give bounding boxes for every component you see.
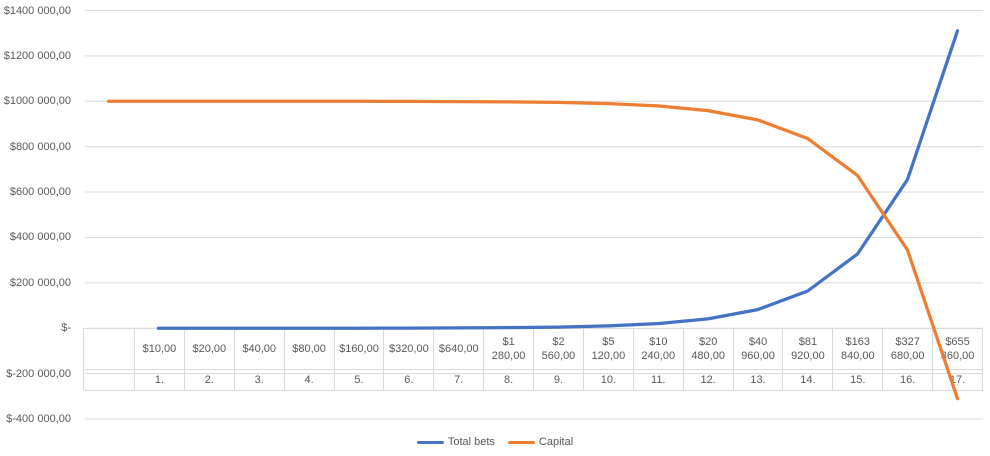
x-axis-bet-label: $40 960,00 — [733, 329, 784, 370]
x-axis-round-label: 13. — [733, 370, 784, 391]
x-axis-bet-label: $1 280,00 — [484, 329, 535, 370]
x-axis-bet-label — [84, 329, 135, 370]
legend: Total bets Capital — [0, 436, 990, 448]
x-axis-round-label: 5. — [334, 370, 385, 391]
x-axis-round-label: 6. — [384, 370, 435, 391]
x-axis-round-label: 15. — [833, 370, 884, 391]
x-axis-bet-label: $160,00 — [334, 329, 385, 370]
capital-line-swatch — [507, 440, 535, 444]
x-axis-bet-label: $20 480,00 — [683, 329, 734, 370]
legend-label-total-bets: Total bets — [447, 436, 495, 448]
x-axis-bet-label: $2 560,00 — [534, 329, 584, 370]
x-axis-round-label: 7. — [434, 370, 485, 391]
x-axis-round-label: 14. — [783, 370, 834, 391]
x-axis-bet-label: $80,00 — [284, 329, 335, 370]
x-axis-bet-label: $320,00 — [384, 329, 435, 370]
legend-item-capital: Capital — [507, 436, 574, 448]
x-axis-bet-label: $10 240,00 — [633, 329, 684, 370]
y-axis-label: $1000 000,00 — [3, 95, 71, 108]
x-axis-round-label: 9. — [534, 370, 584, 391]
x-axis-round-label: 12. — [683, 370, 734, 391]
x-axis-table: $10,00 $20,00 $40,00 $80,00 $160,00 $320,00 $6… — [83, 328, 983, 391]
x-axis-bet-label: $327 680,00 — [883, 329, 934, 370]
y-axis-label: $- — [61, 322, 71, 335]
x-axis-round-label: 1. — [135, 370, 185, 391]
y-axis-label: $-400 000,00 — [6, 413, 71, 425]
x-axis-round-label: 17. — [933, 370, 983, 391]
x-axis-round-label: 11. — [633, 370, 684, 391]
legend-item-total-bets: Total bets — [416, 436, 495, 448]
legend-label-capital: Capital — [538, 436, 574, 448]
x-axis-bet-label: $10,00 — [135, 329, 185, 370]
x-axis-bet-label: $81 920,00 — [783, 329, 834, 370]
y-axis-label: $1200 000,00 — [3, 49, 71, 62]
x-axis-bet-label: $20,00 — [184, 329, 235, 370]
y-axis-label: $600 000,00 — [9, 186, 71, 199]
y-axis-label: $1400 000,00 — [3, 4, 71, 17]
x-axis-round-label — [84, 370, 135, 391]
x-axis-round-label: 16. — [883, 370, 934, 391]
x-axis-bet-label: $163 840,00 — [833, 329, 884, 370]
x-axis-bet-label: $655 360,00 — [933, 329, 983, 370]
x-axis-bet-label: $640,00 — [434, 329, 485, 370]
x-axis-round-label: 10. — [583, 370, 634, 391]
x-axis-bet-label: $40,00 — [234, 329, 285, 370]
x-axis-round-label: 3. — [234, 370, 285, 391]
x-axis-round-label: 2. — [184, 370, 235, 391]
x-axis-bet-label: $5 120,00 — [583, 329, 634, 370]
y-axis-label: $-200 000,00 — [6, 367, 71, 380]
y-axis-label: $200 000,00 — [9, 276, 71, 289]
x-axis-round-label: 8. — [484, 370, 535, 391]
y-axis-label: $400 000,00 — [9, 231, 71, 244]
y-axis-label: $800 000,00 — [9, 140, 71, 153]
total-bets-line-swatch — [416, 440, 444, 444]
x-axis-round-label: 4. — [284, 370, 335, 391]
